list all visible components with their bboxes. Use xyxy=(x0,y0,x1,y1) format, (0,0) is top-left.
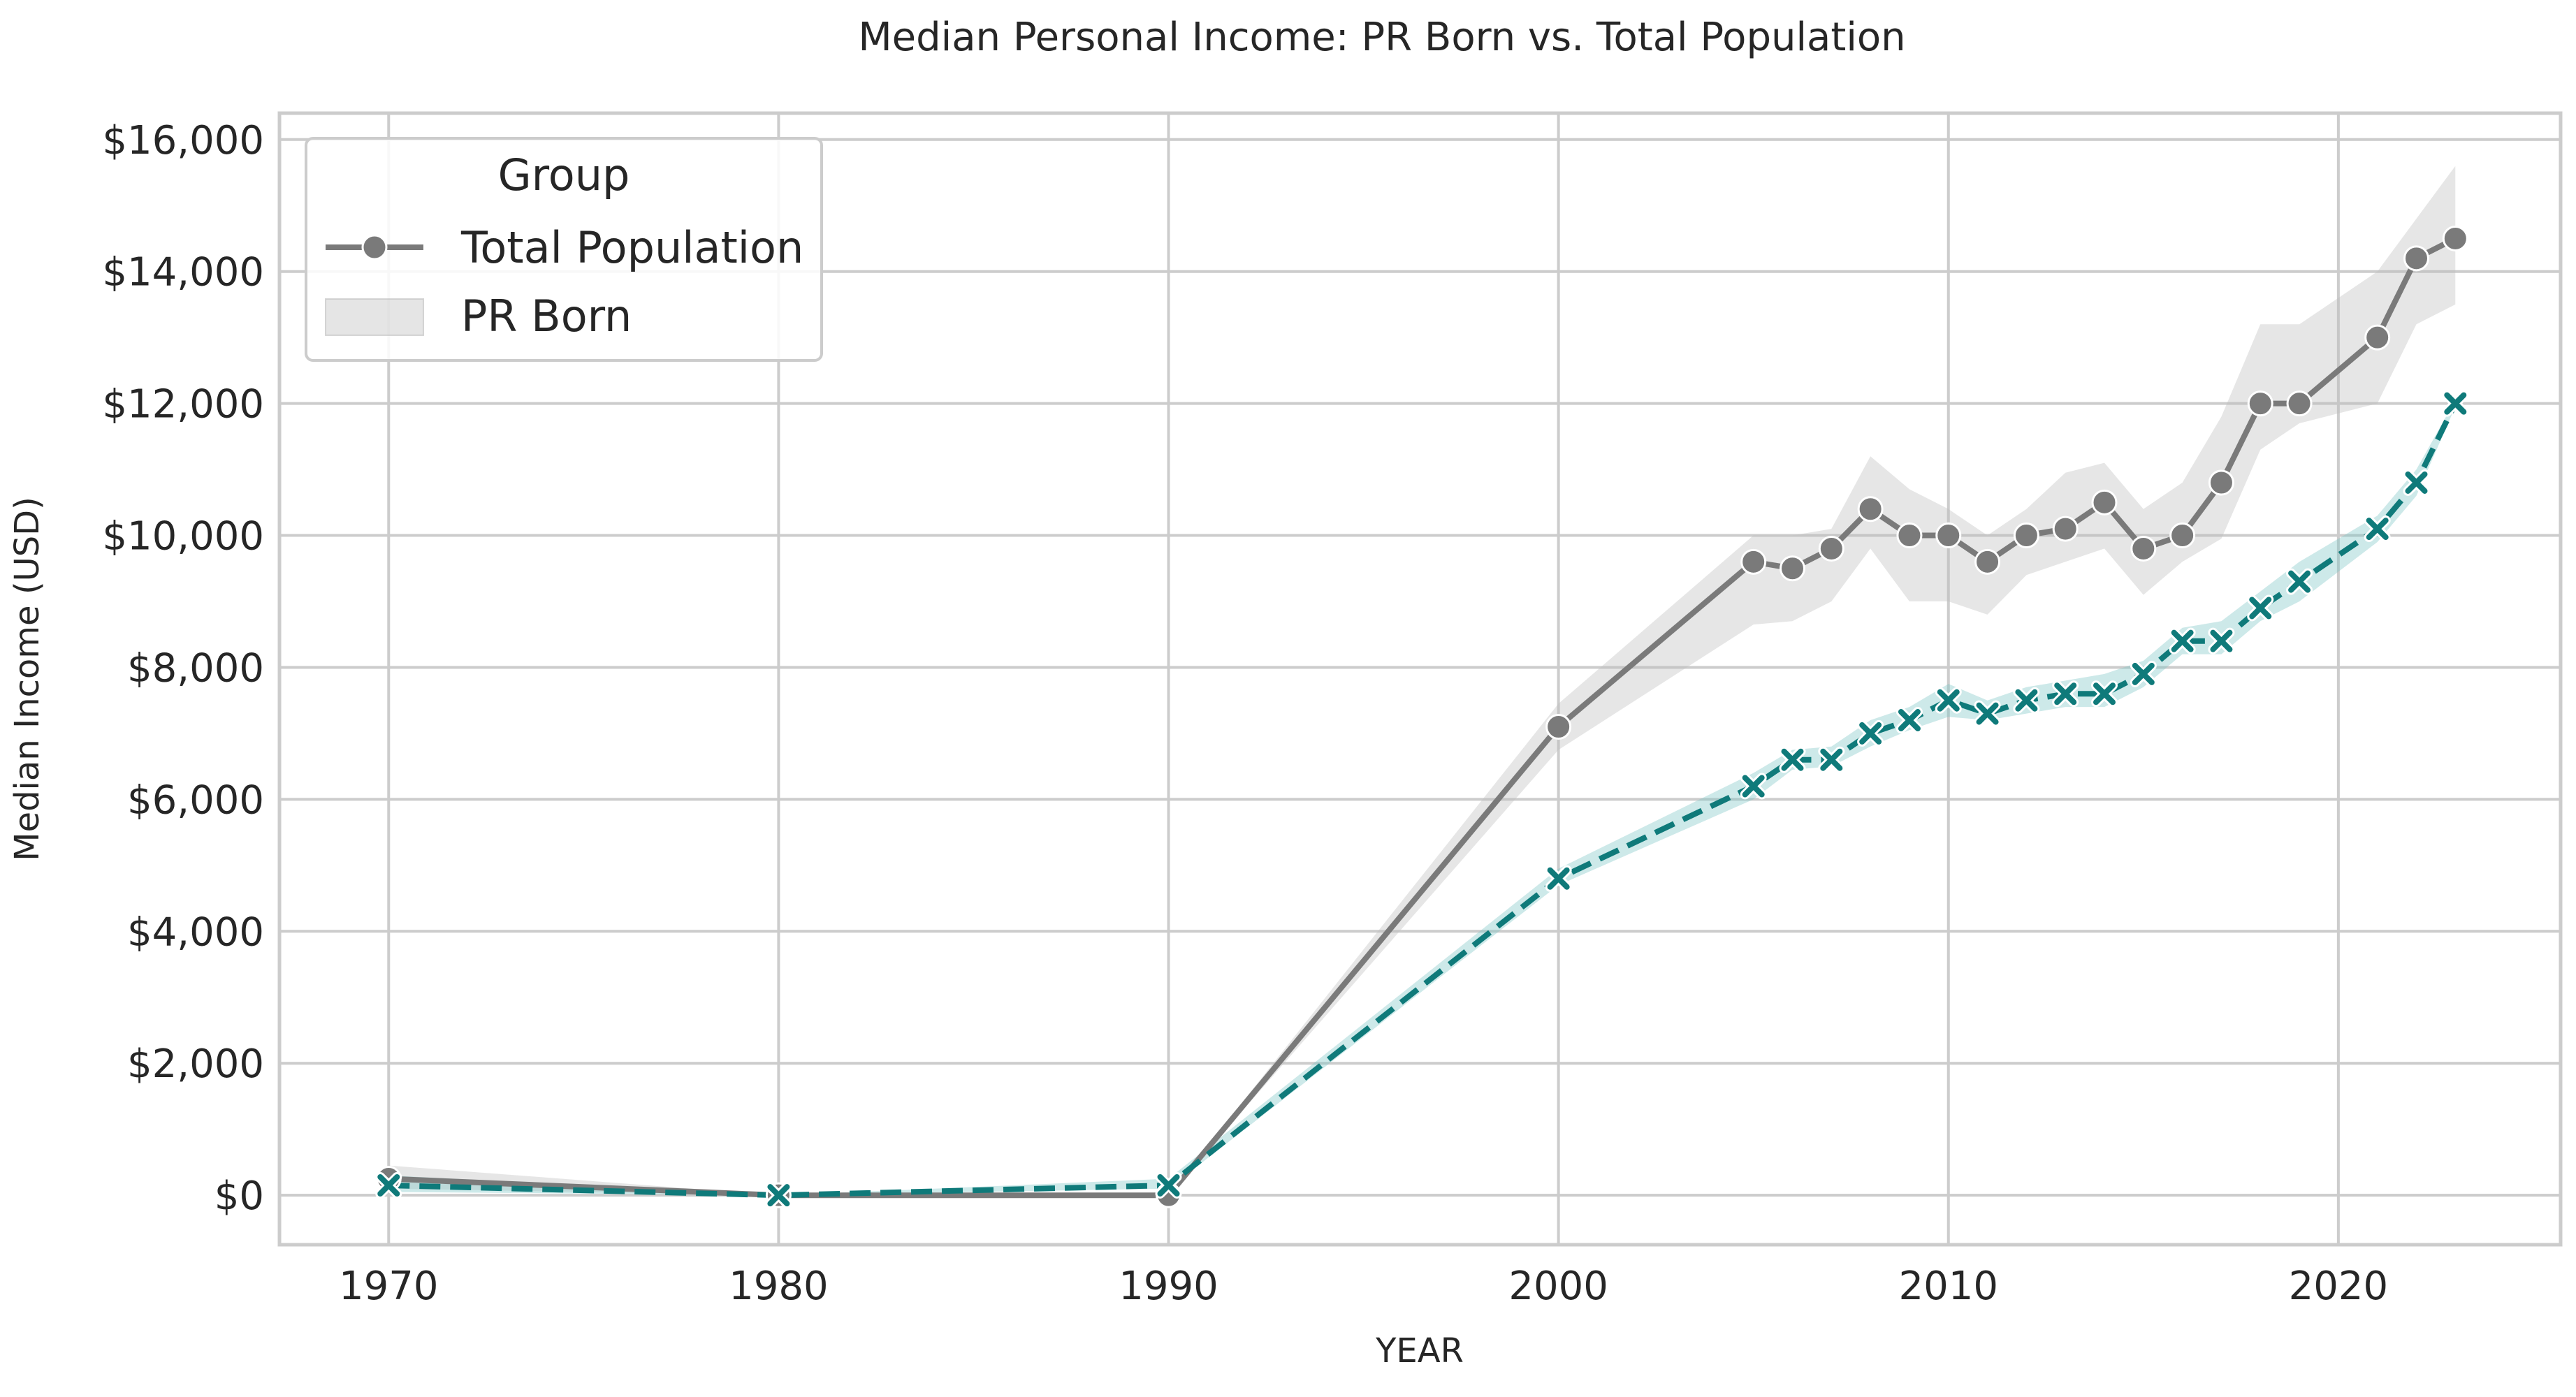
point-pr-born-2006 xyxy=(1779,746,1806,773)
series-lines xyxy=(388,235,2458,1199)
point-cross-pr-born-1970 xyxy=(377,1173,400,1197)
point-pr-born-2017 xyxy=(2208,627,2235,654)
y-tick-label-12000: $12,000 xyxy=(102,382,264,427)
point-cross-pr-born-2010 xyxy=(1937,689,1960,712)
point-pr-born-1980 xyxy=(765,1182,792,1209)
x-tick-label-1980: 1980 xyxy=(729,1264,829,1309)
point-cross-pr-born-2007 xyxy=(1820,748,1843,771)
point-pr-born-2009 xyxy=(1895,707,1923,734)
point-cross-pr-born-2006 xyxy=(1781,748,1804,771)
point-cross-pr-born-2019 xyxy=(2288,570,2311,593)
y-tick-label-8000: $8,000 xyxy=(127,645,264,691)
legend-box xyxy=(305,137,823,362)
y-tick-label-0: $0 xyxy=(214,1173,264,1219)
point-total-population-2023 xyxy=(2442,225,2468,251)
point-total-population-2016 xyxy=(2169,522,2196,549)
line-total-population xyxy=(388,235,2457,1199)
series-markers xyxy=(375,225,2469,1209)
point-pr-born-2008 xyxy=(1857,719,1884,747)
y-tick-label-6000: $6,000 xyxy=(127,777,264,823)
y-tick-label-14000: $14,000 xyxy=(102,250,264,295)
point-cross-pr-born-2000 xyxy=(1547,867,1570,890)
point-cross-pr-born-2012 xyxy=(2015,689,2038,712)
point-pr-born-2014 xyxy=(2091,680,2118,708)
point-cross-pr-born-2005 xyxy=(1742,775,1765,798)
legend-item-total-population: Total Population xyxy=(326,222,803,273)
y-tick-label-10000: $10,000 xyxy=(102,514,264,559)
point-total-population-2009 xyxy=(1896,522,1923,549)
point-total-population-2010 xyxy=(1935,522,1962,549)
point-pr-born-2022 xyxy=(2403,469,2430,496)
point-total-population-2019 xyxy=(2286,390,2313,417)
point-total-population-2006 xyxy=(1780,555,1806,582)
point-total-population-2005 xyxy=(1740,548,1767,575)
point-cross-pr-born-1990 xyxy=(1157,1173,1180,1197)
point-total-population-2000 xyxy=(1545,713,1572,740)
point-cross-pr-born-2022 xyxy=(2405,471,2428,494)
legend-item-pr-born: PR Born xyxy=(325,291,632,342)
point-pr-born-2016 xyxy=(2169,627,2196,654)
y-tick-label-2000: $2,000 xyxy=(127,1041,264,1087)
point-cross-pr-born-2018 xyxy=(2249,597,2272,620)
chart-title: Median Personal Income: PR Born vs. Tota… xyxy=(858,15,1905,60)
point-pr-born-2021 xyxy=(2364,515,2391,543)
point-pr-born-2005 xyxy=(1740,773,1767,800)
point-cross-pr-born-2013 xyxy=(2054,682,2077,705)
point-pr-born-2007 xyxy=(1818,746,1845,773)
x-tick-labels: 1970 1980 1990 2000 2010 2020 xyxy=(339,1264,2388,1309)
point-cross-pr-born-2016 xyxy=(2171,629,2194,652)
point-total-population-2021 xyxy=(2364,324,2391,351)
legend-label-total-population: Total Population xyxy=(460,222,803,273)
line-pr-born xyxy=(388,402,2458,1199)
legend-patch-pr-born xyxy=(325,298,424,336)
x-tick-label-2020: 2020 xyxy=(2289,1264,2389,1309)
x-tick-label-1990: 1990 xyxy=(1119,1264,1218,1309)
x-tick-label-2010: 2010 xyxy=(1898,1264,1998,1309)
point-cross-pr-born-2011 xyxy=(1976,702,1999,725)
point-cross-pr-born-2008 xyxy=(1859,722,1882,745)
point-cross-pr-born-2021 xyxy=(2366,518,2389,541)
legend: Group Total Population PR Born xyxy=(305,137,823,362)
y-tick-label-4000: $4,000 xyxy=(127,909,264,955)
point-cross-pr-born-2023 xyxy=(2444,392,2467,415)
point-pr-born-1990 xyxy=(1155,1171,1182,1199)
legend-title: Group xyxy=(498,149,630,200)
point-total-population-2008 xyxy=(1857,496,1884,522)
x-axis-label: YEAR xyxy=(1375,1331,1464,1370)
y-tick-label-16000: $16,000 xyxy=(102,118,264,163)
point-pr-born-2000 xyxy=(1545,865,1572,892)
plot-border xyxy=(277,111,2563,1247)
y-tick-labels: $0 $2,000 $4,000 $6,000 $8,000 $10,000 $12,000… xyxy=(102,118,264,1219)
legend-label-pr-born: PR Born xyxy=(461,291,632,342)
point-cross-pr-born-2009 xyxy=(1898,709,1921,732)
y-axis-label: Median Income (USD) xyxy=(8,497,47,861)
point-total-population-2017 xyxy=(2208,469,2234,496)
point-pr-born-2023 xyxy=(2442,390,2469,417)
point-total-population-2022 xyxy=(2403,245,2429,272)
point-pr-born-2018 xyxy=(2247,594,2274,622)
x-tick-label-1970: 1970 xyxy=(339,1264,439,1309)
point-pr-born-2019 xyxy=(2286,568,2313,595)
point-total-population-2011 xyxy=(1974,548,2001,575)
point-total-population-2015 xyxy=(2130,535,2157,562)
point-total-population-2012 xyxy=(2013,522,2039,549)
point-cross-pr-born-2017 xyxy=(2210,629,2233,652)
point-total-population-2007 xyxy=(1818,535,1844,562)
point-pr-born-1970 xyxy=(375,1171,402,1199)
point-pr-born-2011 xyxy=(1974,700,2001,727)
x-tick-label-2000: 2000 xyxy=(1508,1264,1608,1309)
point-total-population-2013 xyxy=(2052,515,2079,542)
point-total-population-2014 xyxy=(2091,489,2118,515)
point-cross-pr-born-2015 xyxy=(2132,662,2155,685)
point-pr-born-2010 xyxy=(1935,687,1962,714)
legend-marker-total-population xyxy=(361,234,388,261)
point-cross-pr-born-1980 xyxy=(767,1184,790,1207)
point-pr-born-2013 xyxy=(2052,680,2079,708)
point-cross-pr-born-2014 xyxy=(2093,682,2116,705)
point-pr-born-2012 xyxy=(2013,687,2040,714)
point-total-population-2018 xyxy=(2247,390,2273,417)
point-pr-born-2015 xyxy=(2130,660,2157,687)
